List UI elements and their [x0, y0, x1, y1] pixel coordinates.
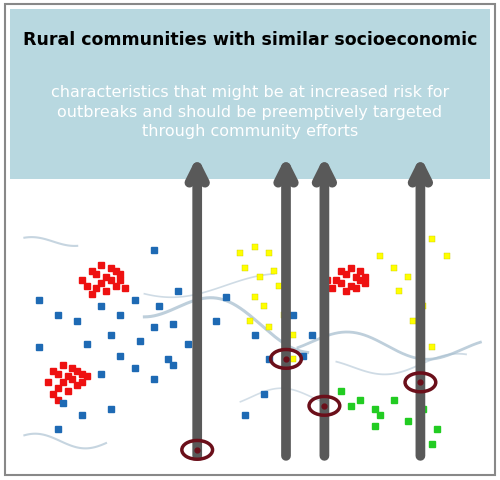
Text: characteristics that might be at increased risk for
outbreaks and should be pree: characteristics that might be at increas…: [51, 84, 449, 139]
FancyBboxPatch shape: [10, 10, 490, 180]
Text: Rural communities with similar socioeconomic: Rural communities with similar socioecon…: [23, 31, 477, 49]
